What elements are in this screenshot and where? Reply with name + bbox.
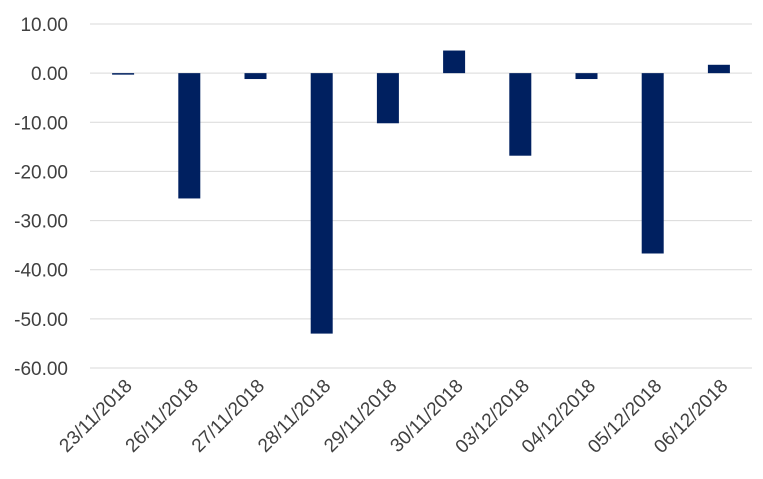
- y-tick-label: 10.00: [20, 15, 68, 36]
- bar: [310, 73, 333, 334]
- bar: [707, 64, 730, 74]
- bars: [112, 50, 730, 334]
- bar: [112, 73, 135, 75]
- bar: [509, 73, 532, 156]
- y-axis-ticks: 10.00 0.00 -10.00 -20.00 -30.00 -40.00 -50.00 -…: [14, 15, 68, 380]
- y-tick-label: -10.00: [14, 113, 68, 134]
- y-tick-label: -40.00: [14, 261, 68, 282]
- bar: [244, 73, 267, 80]
- y-tick-label: 0.00: [31, 64, 68, 85]
- y-tick-label: -50.00: [14, 310, 68, 331]
- y-tick-label: -60.00: [14, 359, 68, 380]
- bar: [376, 73, 399, 124]
- bar: [443, 50, 466, 74]
- bar: [575, 73, 598, 80]
- bar: [641, 73, 664, 254]
- y-tick-label: -30.00: [14, 212, 68, 233]
- y-tick-label: -20.00: [14, 162, 68, 183]
- bar: [178, 73, 201, 199]
- x-axis-ticks: 23/11/201826/11/201827/11/201828/11/2018…: [56, 376, 733, 458]
- gridlines: [90, 23, 752, 369]
